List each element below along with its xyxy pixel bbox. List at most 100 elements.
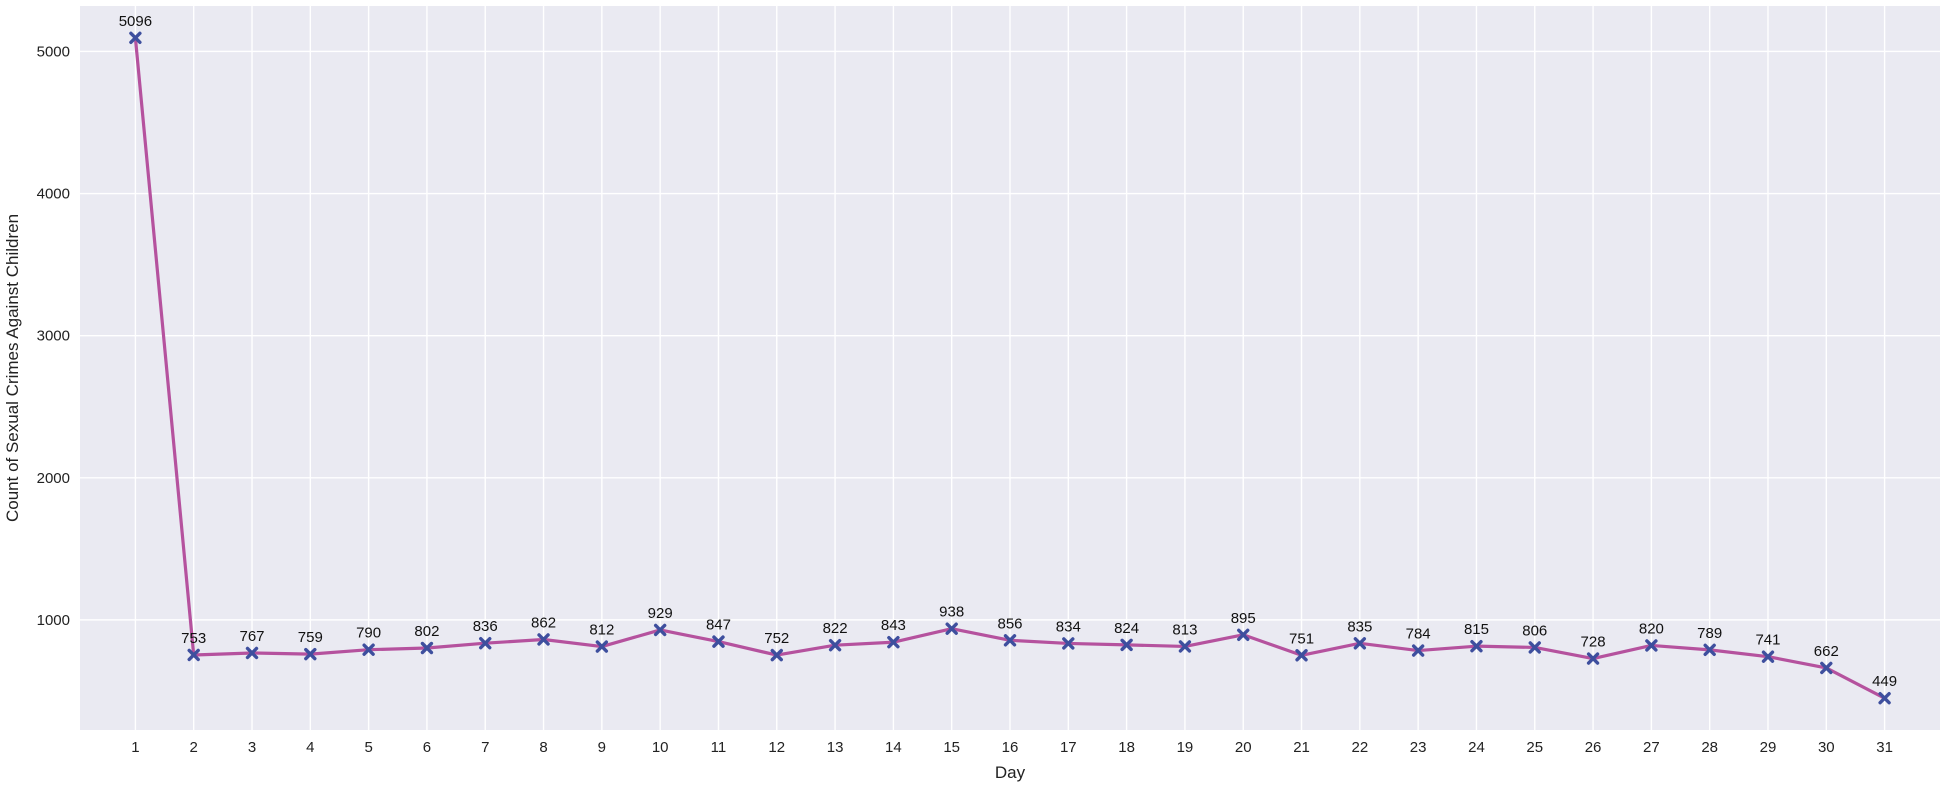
x-tick-label: 9 xyxy=(598,739,606,756)
data-point-marker xyxy=(770,648,783,662)
x-tick-label: 2 xyxy=(190,739,198,756)
data-point-marker xyxy=(1586,652,1600,665)
x-tick-label: 3 xyxy=(248,739,256,756)
data-point-marker xyxy=(1237,628,1250,641)
x-tick-label: 20 xyxy=(1235,739,1252,756)
data-label: 822 xyxy=(823,620,848,637)
x-tick-label: 26 xyxy=(1585,739,1602,756)
data-label: 856 xyxy=(997,615,1022,632)
data-point-marker xyxy=(1820,661,1833,675)
data-label: 790 xyxy=(356,625,381,642)
x-tick-label: 21 xyxy=(1293,739,1310,756)
data-point-marker xyxy=(1528,641,1541,654)
data-label: 806 xyxy=(1522,622,1547,639)
data-label: 929 xyxy=(648,605,673,622)
x-tick-label: 6 xyxy=(423,739,431,756)
y-tick-label: 5000 xyxy=(37,43,70,60)
x-tick-label: 28 xyxy=(1701,739,1718,756)
data-point-marker xyxy=(1003,634,1017,647)
data-point-marker xyxy=(1411,644,1425,657)
x-tick-label: 12 xyxy=(768,739,785,756)
data-labels: 5096 753 767 759 790 802 836 862 812 929 847 752 822… xyxy=(119,13,1897,690)
x-tick-label: 27 xyxy=(1643,739,1660,756)
x-tick-label: 5 xyxy=(364,739,372,756)
x-tick-label: 23 xyxy=(1410,739,1427,756)
data-label: 843 xyxy=(881,617,906,634)
data-label: 834 xyxy=(1056,618,1081,635)
x-tick-label: 16 xyxy=(1002,739,1019,756)
data-point-marker xyxy=(1295,649,1308,662)
y-tick-label: 2000 xyxy=(37,470,70,487)
data-point-marker xyxy=(1878,691,1891,705)
data-label: 835 xyxy=(1347,618,1372,635)
data-point-marker xyxy=(304,647,317,661)
data-point-marker xyxy=(537,633,550,646)
data-point-marker xyxy=(187,648,200,662)
data-label: 836 xyxy=(473,618,498,635)
x-tick-label: 1 xyxy=(131,739,139,756)
x-tick-label: 25 xyxy=(1526,739,1543,756)
data-label: 767 xyxy=(239,628,264,645)
x-tick-label: 7 xyxy=(481,739,489,756)
x-axis-label: Day xyxy=(995,763,1026,782)
data-point-marker xyxy=(945,622,958,635)
data-point-marker xyxy=(595,640,609,653)
data-point-marker xyxy=(1120,638,1133,652)
series-markers xyxy=(129,31,1891,705)
data-label: 5096 xyxy=(119,13,152,30)
x-tick-label: 24 xyxy=(1468,739,1485,756)
data-label: 784 xyxy=(1406,626,1431,643)
data-label: 741 xyxy=(1755,632,1780,649)
data-label: 820 xyxy=(1639,620,1664,637)
data-point-marker xyxy=(362,643,375,656)
y-tick-label: 3000 xyxy=(37,328,70,345)
data-point-marker xyxy=(1703,643,1716,657)
x-tick-label: 30 xyxy=(1818,739,1835,756)
data-label: 862 xyxy=(531,614,556,631)
x-tick-label: 8 xyxy=(539,739,547,756)
data-label: 847 xyxy=(706,617,731,634)
data-label: 895 xyxy=(1231,610,1256,627)
data-point-marker xyxy=(129,31,142,45)
data-label: 449 xyxy=(1872,673,1897,690)
data-point-marker xyxy=(1470,639,1483,653)
data-point-marker xyxy=(712,635,725,648)
y-tick-label: 1000 xyxy=(37,612,70,629)
y-tick-label: 4000 xyxy=(37,186,70,203)
x-tick-label: 4 xyxy=(306,739,314,756)
data-point-marker xyxy=(245,646,259,660)
data-label: 751 xyxy=(1289,630,1314,647)
data-point-marker xyxy=(828,638,842,652)
data-point-marker xyxy=(1178,640,1192,653)
data-point-marker xyxy=(1062,637,1075,650)
y-tick-labels: 1000 2000 3000 4000 5000 xyxy=(37,43,70,628)
data-label: 752 xyxy=(764,630,789,647)
x-tick-label: 18 xyxy=(1118,739,1135,756)
data-point-marker xyxy=(887,635,900,649)
data-label: 824 xyxy=(1114,620,1139,637)
x-tick-label: 22 xyxy=(1351,739,1368,756)
data-label: 815 xyxy=(1464,621,1489,638)
data-point-marker xyxy=(1645,639,1658,652)
data-label: 662 xyxy=(1814,643,1839,660)
data-point-marker xyxy=(1353,637,1367,650)
x-tick-label: 15 xyxy=(943,739,960,756)
data-label: 812 xyxy=(589,622,614,639)
data-point-marker xyxy=(653,623,667,637)
x-tick-label: 14 xyxy=(885,739,902,756)
data-point-marker xyxy=(479,636,492,650)
data-point-marker xyxy=(1761,650,1775,663)
data-label: 813 xyxy=(1172,621,1197,638)
x-tick-label: 10 xyxy=(652,739,669,756)
y-axis-label: Count of Sexual Crimes Against Children xyxy=(3,214,22,522)
x-tick-label: 19 xyxy=(1177,739,1194,756)
data-label: 728 xyxy=(1581,634,1606,651)
data-label: 759 xyxy=(298,629,323,646)
x-tick-label: 11 xyxy=(711,739,727,756)
x-tick-label: 29 xyxy=(1760,739,1777,756)
data-label: 789 xyxy=(1697,625,1722,642)
data-label: 938 xyxy=(939,604,964,621)
x-tick-labels: 1 2 3 4 5 6 7 8 9 10 11 12 13 14 15 16 17 18 19 20 21 22 23 24 2… xyxy=(131,739,1893,756)
x-tick-label: 17 xyxy=(1060,739,1077,756)
